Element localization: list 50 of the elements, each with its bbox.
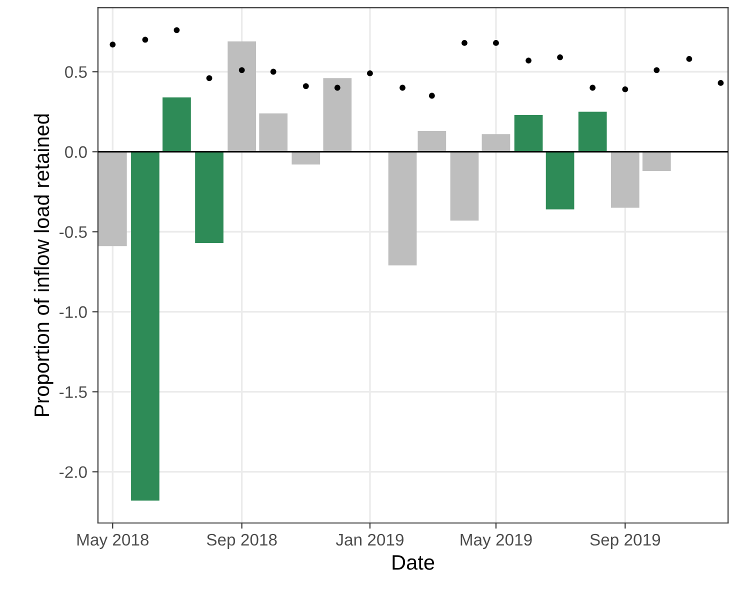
point: [270, 68, 276, 75]
point: [206, 75, 212, 82]
bar: [98, 152, 127, 246]
y-tick-label: -1.5: [60, 386, 87, 398]
y-tick-label: -0.5: [60, 226, 87, 238]
bar: [259, 113, 288, 152]
bar: [642, 152, 671, 171]
x-axis-title: Date: [392, 555, 434, 570]
y-tick-label: -1.0: [60, 306, 87, 318]
bar: [578, 112, 607, 152]
bar: [228, 41, 256, 152]
bar: [418, 130, 446, 152]
bar: [546, 152, 574, 210]
bar: [195, 152, 224, 243]
y-axis-title: Proportion of inflow load retained: [34, 114, 54, 416]
x-tick-label: May 2018: [77, 534, 149, 549]
point: [400, 84, 406, 91]
x-tick-label: Jan 2019: [336, 534, 404, 546]
bar: [162, 97, 191, 152]
point: [334, 84, 340, 91]
point: [428, 92, 435, 99]
point: [302, 83, 309, 90]
point: [686, 56, 692, 62]
point: [526, 58, 532, 64]
point: [174, 27, 180, 34]
point: [557, 54, 563, 60]
point: [462, 40, 468, 46]
bar: [388, 152, 417, 266]
point: [493, 40, 499, 46]
x-tick-label: Sep 2018: [206, 534, 277, 549]
bar: [323, 78, 352, 152]
bar: [610, 152, 640, 208]
bar: [450, 152, 479, 221]
y-tick-label: -2.0: [60, 466, 87, 478]
x-tick-label: May 2019: [460, 534, 532, 549]
point: [654, 67, 660, 74]
bar: [131, 152, 160, 501]
bar: [482, 134, 510, 152]
point: [110, 42, 116, 48]
bar: [514, 114, 543, 152]
bar: [292, 152, 320, 165]
point: [590, 84, 596, 91]
point: [367, 70, 373, 76]
point: [142, 36, 148, 43]
x-tick-label: Sep 2019: [590, 534, 660, 549]
y-tick-label: 0.5: [65, 66, 87, 78]
y-tick-label: 0.0: [65, 146, 87, 158]
point: [238, 67, 245, 74]
point: [622, 86, 628, 92]
point: [718, 80, 724, 86]
